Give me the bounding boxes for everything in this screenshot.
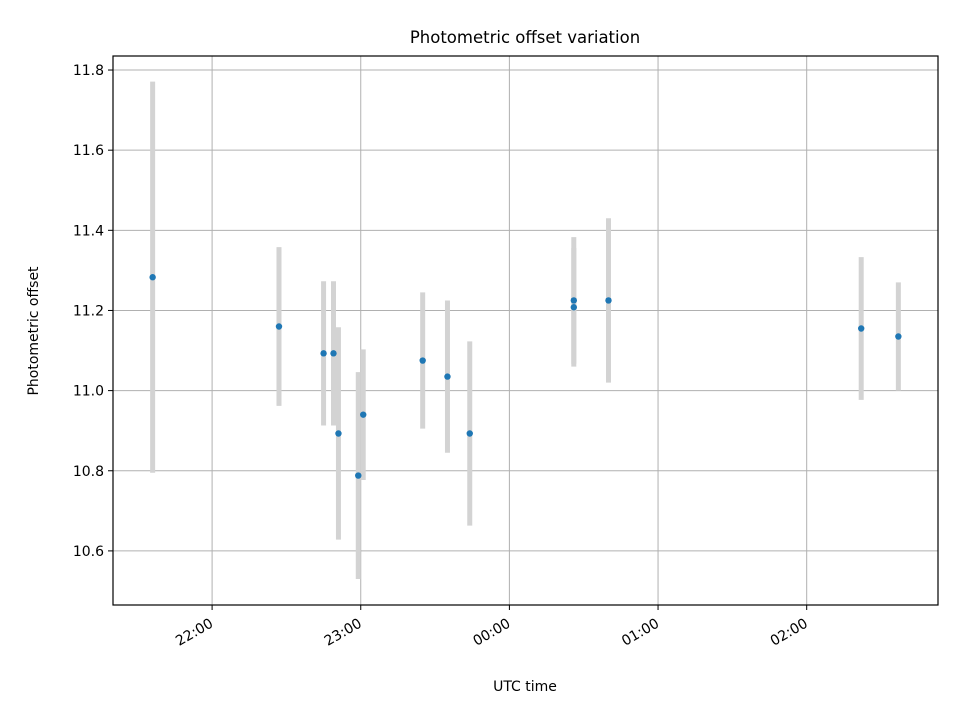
data-point bbox=[419, 357, 426, 364]
plot-frame bbox=[112, 55, 939, 606]
data-point bbox=[275, 323, 283, 330]
plot-area bbox=[113, 56, 938, 605]
data-point bbox=[320, 350, 327, 357]
y-tick-label: 11.4 bbox=[73, 223, 104, 239]
data-point bbox=[857, 325, 865, 332]
data-point bbox=[335, 430, 342, 437]
y-tick-label: 11.2 bbox=[73, 303, 104, 319]
data-point bbox=[355, 472, 362, 479]
y-tick-label: 10.6 bbox=[73, 544, 104, 560]
y-tick-label: 10.8 bbox=[73, 464, 104, 480]
y-tick-label: 11.8 bbox=[73, 63, 104, 79]
data-point bbox=[444, 373, 451, 380]
y-axis-ticks: 10.6 10.8 11.0 11.2 11.4 11.6 11.8 bbox=[73, 63, 113, 560]
data-point bbox=[360, 411, 367, 418]
y-tick-label: 11.0 bbox=[73, 384, 104, 400]
grid-lines bbox=[113, 56, 938, 605]
chart-title: Photometric offset variation bbox=[410, 28, 640, 47]
y-tick-label: 11.6 bbox=[73, 143, 104, 159]
data-point bbox=[330, 350, 337, 357]
data-point bbox=[149, 274, 156, 281]
data-point bbox=[570, 297, 578, 304]
x-axis-label: UTC time bbox=[493, 679, 557, 695]
y-axis-label: Photometric offset bbox=[26, 266, 42, 396]
data-points bbox=[149, 274, 902, 479]
data-point bbox=[570, 304, 578, 311]
data-point bbox=[605, 297, 612, 304]
data-point bbox=[895, 333, 902, 340]
data-point bbox=[466, 430, 473, 437]
